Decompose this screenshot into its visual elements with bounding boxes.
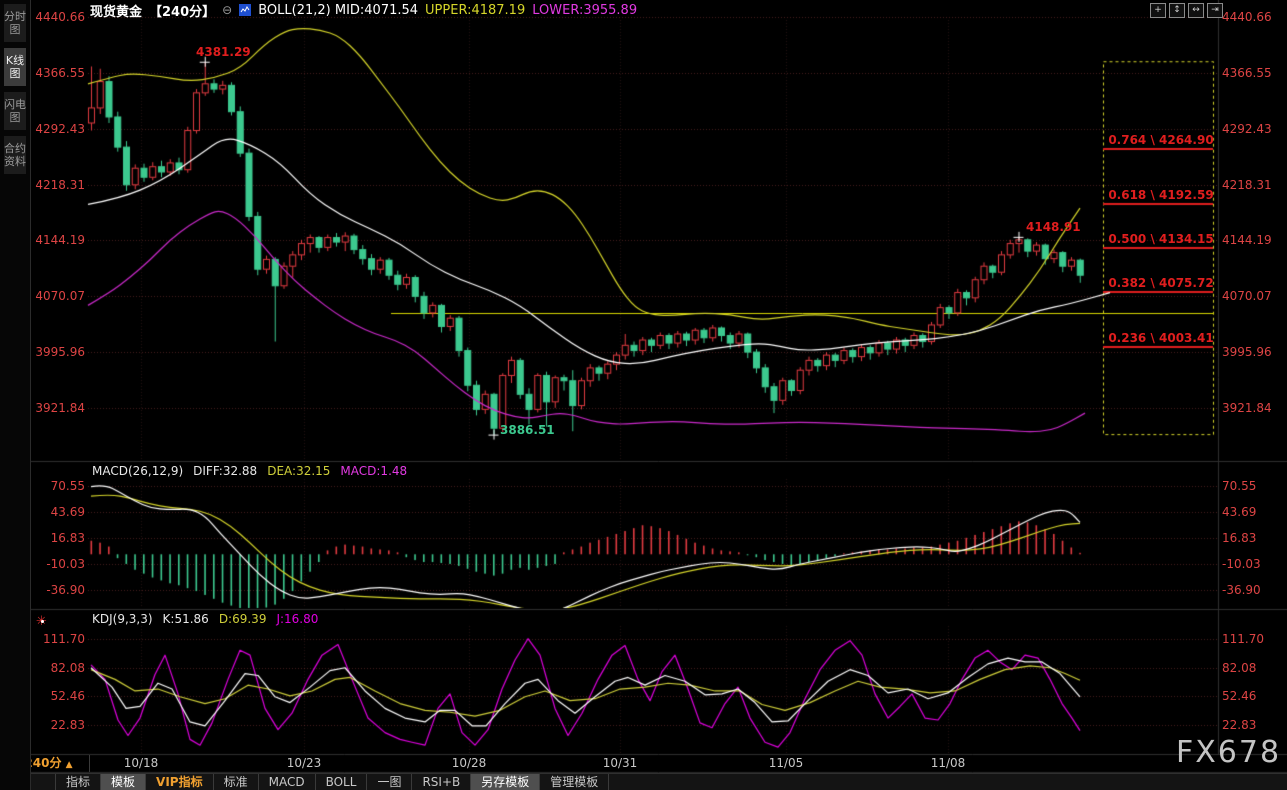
kdj-k-value: K:51.86 [162, 612, 209, 626]
y-axis-label: 3995.96 [1222, 345, 1272, 360]
y-axis-label: 4070.07 [1222, 289, 1272, 304]
toolbar-item-MACD[interactable]: MACD [257, 774, 315, 790]
y-axis-label: 3995.96 [35, 345, 85, 360]
symbol-title: 现货黄金 [90, 4, 143, 20]
date-label: 10/28 [451, 756, 487, 770]
y-axis-label: 111.70 [43, 632, 85, 646]
y-axis-label: 70.55 [50, 479, 85, 493]
y-axis-label: 52.46 [1222, 689, 1257, 704]
y-axis-label: 3921.84 [1222, 400, 1272, 415]
fib-level-label: 0.236 \ 4003.41 [1108, 330, 1214, 345]
sidebar-tab-K线图[interactable]: K线图 [4, 48, 26, 86]
kdj-d-value: D:69.39 [218, 612, 267, 626]
toolbar-item-一图[interactable]: 一图 [366, 774, 411, 790]
toolbar-item-VIP指标[interactable]: VIP指标 [145, 774, 213, 790]
chart-type-sidebar: 分时图 K线图闪电图合约资料 [0, 0, 31, 790]
low-annotation: 3886.51 [500, 423, 555, 437]
export-icon[interactable]: ⇥ [1207, 3, 1223, 18]
y-axis-label: 43.69 [50, 504, 85, 519]
high-annotation: 4381.29 [196, 45, 251, 59]
y-axis-label: 4070.07 [35, 289, 85, 304]
y-axis-label: 22.83 [1222, 718, 1257, 732]
y-axis-label: -10.03 [1222, 556, 1261, 571]
date-label: 10/31 [602, 756, 638, 770]
time-axis: 240分 ▲ 10/18 10/23 10/28 10/31 11/05 11/08 [0, 755, 1287, 772]
y-axis-label: 4440.66 [1222, 10, 1272, 24]
fib-level-label: 0.382 \ 4075.72 [1108, 276, 1214, 291]
bottom-toolbar: 指标 模板 VIP指标 标准 MACD BOLL 一图 RSI+B 另存模板 管理模板 [0, 773, 1287, 790]
boll-upper-label: UPPER:4187.19 [425, 2, 526, 18]
y-axis-label: 4292.43 [35, 121, 85, 136]
link-icon[interactable]: ⊖ [222, 3, 233, 17]
y-axis-label: 4144.19 [35, 233, 85, 248]
toolbar-item-标准[interactable]: 标准 [212, 774, 258, 790]
chevron-up-icon: ▲ [65, 760, 73, 770]
macd-diff-value: DIFF:32.88 [193, 464, 258, 478]
toolbar-item-管理模板[interactable]: 管理模板 [539, 774, 610, 790]
date-label: 10/23 [286, 756, 322, 770]
macd-dea-value: DEA:32.15 [267, 464, 331, 478]
y-axis-label: 4440.66 [35, 10, 85, 24]
kdj-j-value: J:16.80 [276, 612, 319, 626]
crosshair-icon[interactable]: + [1150, 3, 1166, 18]
toolbar-item-指标[interactable]: 指标 [55, 774, 100, 790]
date-label: 10/18 [123, 756, 159, 770]
y-axis-label: 4144.19 [1222, 233, 1272, 248]
sidebar-tab-分时图[interactable]: 分时图 [4, 4, 26, 42]
boll-lower-label: LOWER:3955.89 [532, 2, 638, 18]
macd-macd-value: MACD:1.48 [340, 464, 408, 478]
chart-toolbar-icons: + ↕ ↔ ⇥ [1150, 3, 1223, 18]
boll-mid-label: BOLL(21,2) MID:4071.54 [258, 2, 419, 18]
date-label: 11/08 [930, 756, 966, 770]
y-axis-label: 22.83 [50, 718, 85, 732]
toolbar-item-模板[interactable]: 模板 [100, 774, 146, 790]
y-axis-label: -36.90 [1222, 583, 1261, 597]
kdj-header: KDJ(9,3,3) K:51.86 D:69.39 J:16.80 [92, 612, 318, 626]
toolbar-item-BOLL[interactable]: BOLL [314, 774, 367, 790]
recent-high-annotation: 4148.91 [1026, 220, 1081, 234]
fib-level-label: 0.500 \ 4134.15 [1108, 231, 1214, 246]
y-axis-label: 70.55 [1222, 479, 1257, 493]
y-axis-label: 82.08 [50, 660, 85, 675]
y-axis-label: 16.83 [50, 530, 85, 545]
y-axis-label: 3921.84 [35, 400, 85, 415]
sidebar-tab-合约资料[interactable]: 合约资料 [4, 136, 26, 174]
y-axis-label: 4292.43 [1222, 121, 1272, 136]
y-axis-label: 43.69 [1222, 504, 1257, 519]
y-axis-label: 4366.55 [35, 65, 85, 80]
watermark: FX678 [1176, 735, 1282, 770]
y-axis-label: 16.83 [1222, 530, 1257, 545]
x-axis-scale-icon[interactable]: ↔ [1188, 3, 1204, 18]
y-axis-scale-icon[interactable]: ↕ [1169, 3, 1185, 18]
toolbar-item-RSI+B[interactable]: RSI+B [411, 774, 470, 790]
y-axis-label: 4218.31 [35, 177, 85, 192]
sidebar-tab-闪电图[interactable]: 闪电图 [4, 92, 26, 130]
y-axis-label: 52.46 [50, 689, 85, 704]
marker-icon[interactable]: ✳ [36, 614, 47, 629]
kdj-title: KDJ(9,3,3) [92, 612, 153, 626]
y-axis-label: 111.70 [1222, 632, 1264, 646]
y-axis-label: 4366.55 [1222, 65, 1272, 80]
date-label: 11/05 [768, 756, 804, 770]
macd-header: MACD(26,12,9) DIFF:32.88 DEA:32.15 MACD:… [92, 464, 407, 478]
toolbar-item-另存模板[interactable]: 另存模板 [470, 774, 540, 790]
fib-level-label: 0.618 \ 4192.59 [1108, 187, 1214, 202]
y-axis-label: -36.90 [46, 583, 85, 597]
period-title: 【240分】 [149, 4, 216, 20]
y-axis-label: -10.03 [46, 556, 85, 571]
candlestick-chart-icon[interactable] [239, 4, 252, 16]
chart-header: 现货黄金 【240分】 ⊖ BOLL(21,2) MID:4071.54 UPP… [90, 2, 638, 20]
fib-level-label: 0.764 \ 4264.90 [1108, 133, 1214, 148]
y-axis-label: 4218.31 [1222, 177, 1272, 192]
y-axis-label: 82.08 [1222, 660, 1257, 675]
macd-title: MACD(26,12,9) [92, 464, 184, 478]
